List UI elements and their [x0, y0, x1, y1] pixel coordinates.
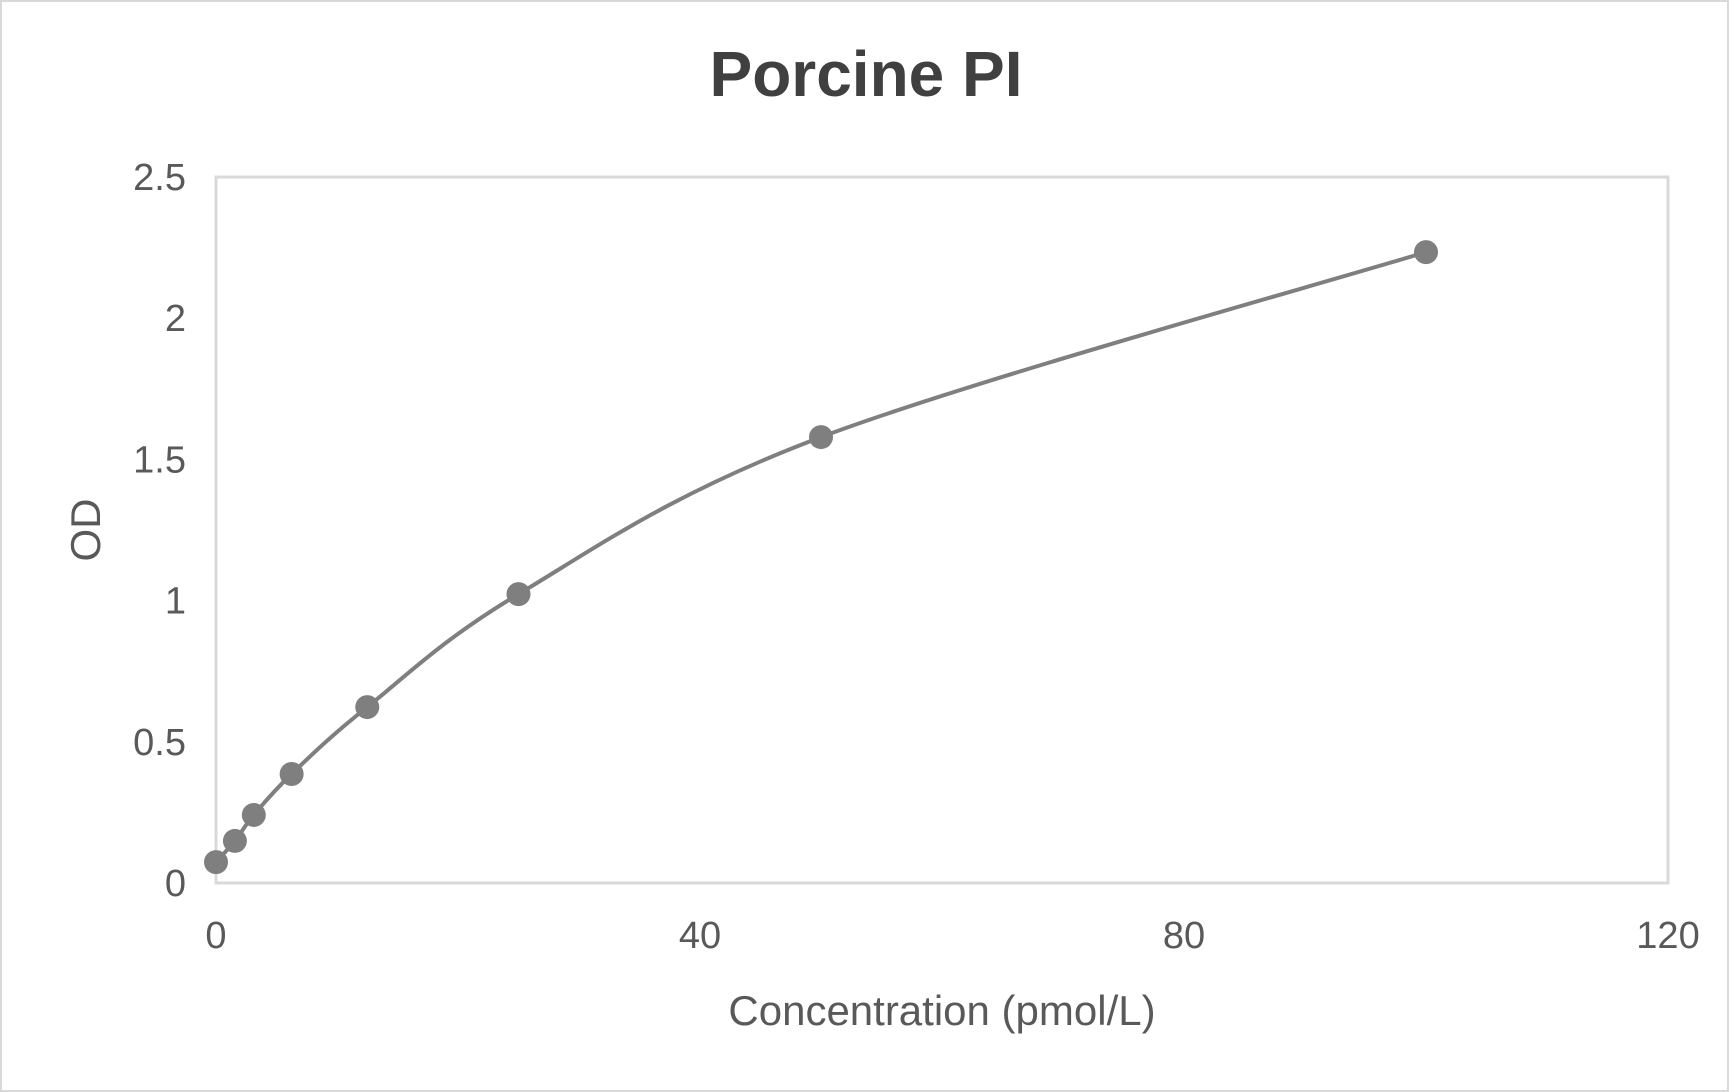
series-markers — [204, 240, 1438, 875]
y-tick-label: 0 — [165, 863, 186, 905]
x-axis-ticks: 0 40 80 120 — [205, 915, 1699, 957]
data-point — [222, 828, 247, 853]
y-axis-ticks: 0 0.5 1 1.5 2 2.5 — [133, 157, 186, 905]
y-tick-label: 0.5 — [133, 722, 186, 764]
data-point — [204, 850, 228, 875]
y-tick-label: 2 — [165, 298, 186, 340]
data-point — [809, 425, 833, 450]
y-tick-label: 1 — [165, 581, 186, 623]
y-tick-label: 2.5 — [133, 157, 186, 199]
x-tick-label: 40 — [679, 915, 721, 957]
plot-area — [214, 175, 1670, 885]
x-axis-label: Concentration (pmol/L) — [728, 987, 1155, 1034]
data-point — [241, 802, 266, 827]
data-point — [506, 582, 531, 607]
x-tick-label: 120 — [1636, 915, 1699, 957]
y-tick-label: 1.5 — [133, 439, 186, 481]
data-point — [1414, 240, 1438, 265]
data-point — [279, 761, 304, 786]
chart-title: Porcine PI — [710, 38, 1023, 110]
data-point — [355, 695, 380, 720]
y-axis-label: OD — [62, 499, 109, 562]
x-tick-label: 0 — [205, 915, 226, 957]
x-tick-label: 80 — [1163, 915, 1205, 957]
